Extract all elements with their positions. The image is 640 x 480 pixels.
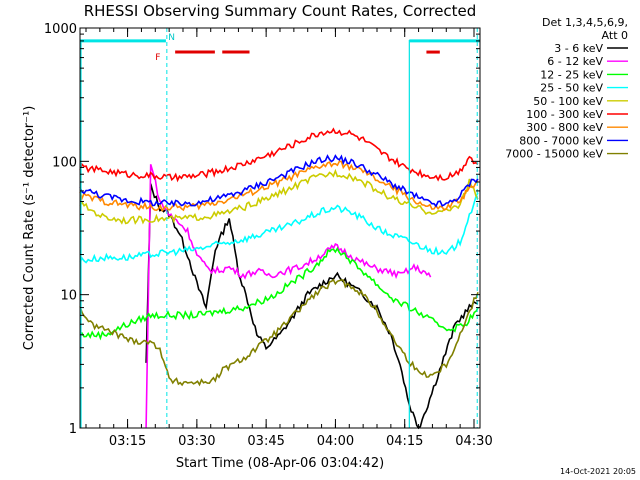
legend-header-line-1: Det 1,3,4,5,6,9,	[542, 16, 628, 29]
flag-layer: NF	[80, 28, 480, 428]
legend-header-line-2: Att 0	[602, 29, 628, 42]
legend-label-3: 25 - 50 keV	[540, 82, 603, 95]
series-line-8	[79, 278, 479, 387]
x-tick-label: 04:00	[317, 434, 354, 449]
legend-label-5: 100 - 300 keV	[526, 108, 603, 121]
legend-label-8: 7000 - 15000 keV	[505, 148, 603, 161]
y-tick-label: 10	[60, 289, 77, 304]
x-axis: 03:15 03:30 03:45 04:00 04:15 04:30	[85, 28, 493, 449]
x-tick-label: 03:30	[178, 434, 215, 449]
legend-label-7: 800 - 7000 keV	[519, 134, 603, 147]
flag-cyan-label: N	[168, 33, 175, 43]
series-line-3	[79, 192, 479, 264]
x-tick-label: 04:30	[455, 434, 492, 449]
series-line-6	[79, 160, 479, 213]
x-tick-label: 04:15	[386, 434, 423, 449]
flag-red-label: F	[155, 53, 160, 63]
chart-title: RHESSI Observing Summary Count Rates, Co…	[84, 2, 477, 20]
series-line-4	[79, 168, 479, 225]
legend-label-6: 300 - 800 keV	[526, 121, 603, 134]
series-line-5	[79, 127, 479, 183]
series-line-2	[79, 246, 479, 341]
legend-label-4: 50 - 100 keV	[533, 95, 603, 108]
x-axis-label: Start Time (08-Apr-06 03:04:42)	[176, 456, 384, 471]
legend-label-1: 6 - 12 keV	[547, 55, 603, 68]
y-tick-label: 1000	[44, 22, 77, 37]
series-layer	[79, 127, 479, 430]
plot-area: NF	[79, 27, 481, 430]
legend-label-0: 3 - 6 keV	[554, 42, 603, 55]
y-tick-label: 1	[69, 422, 77, 437]
y-axis-label: Corrected Count Rate (s⁻¹ detector⁻¹)	[22, 106, 37, 351]
x-tick-label: 03:15	[109, 434, 146, 449]
series-line-0	[145, 183, 479, 430]
footer-date: 14-Oct-2021 20:05	[560, 467, 636, 476]
y-axis: 1 10 100 1000	[44, 22, 480, 437]
x-tick-label: 03:45	[247, 434, 284, 449]
series-line-7	[79, 154, 479, 208]
legend-label-2: 12 - 25 keV	[540, 68, 603, 81]
series-line-1	[145, 164, 432, 428]
y-tick-label: 100	[52, 155, 77, 170]
